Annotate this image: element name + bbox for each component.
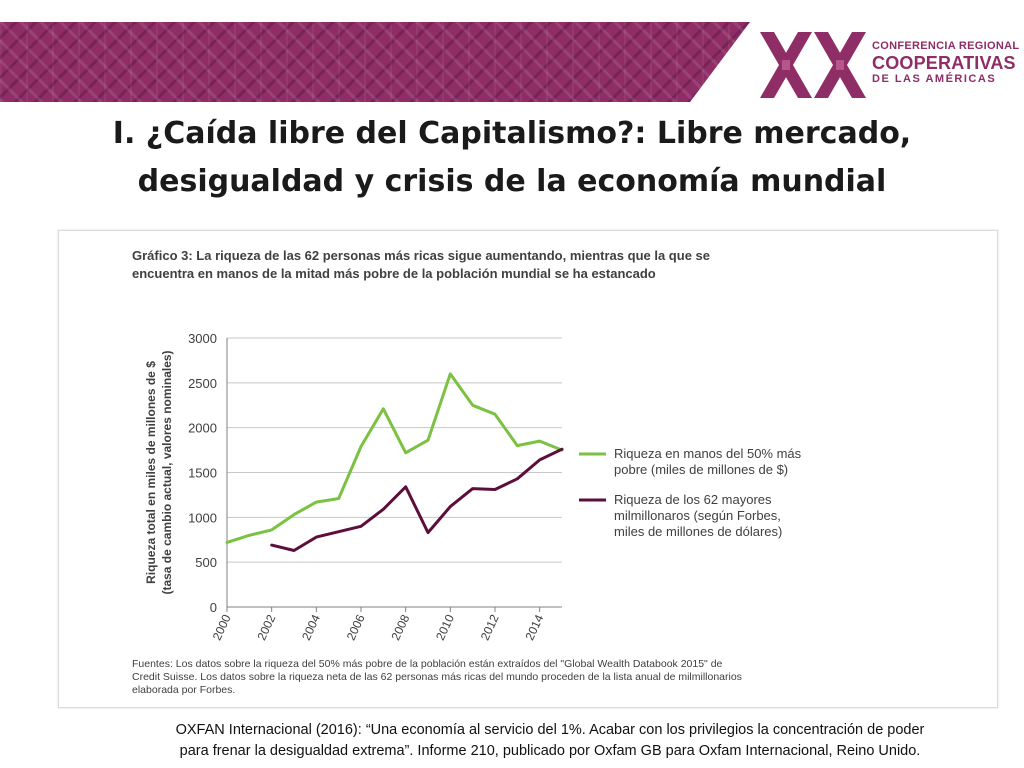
line-chart: 0 500 1000 1500 2000 2500 3000 2000 2002 2004 2006…: [144, 331, 802, 642]
y-tick-label: 3000: [188, 331, 217, 346]
x-tick-label: 2010: [433, 612, 457, 642]
x-tick-label: 2000: [210, 612, 234, 642]
x-tick-label: 2008: [388, 612, 412, 642]
logo-line-3: DE LAS AMÉRICAS: [872, 73, 997, 85]
slide-title: I. ¿Caída libre del Capitalismo?: Libre …: [40, 110, 984, 206]
y-axis-label-line-1: Riqueza total en miles de millones de $: [144, 361, 158, 584]
x-tick-label: 2006: [344, 612, 368, 642]
chart-tick-labels: 0 500 1000 1500 2000 2500 3000 2000 2002 2004 2006…: [188, 331, 546, 642]
x-tick-label: 2012: [478, 612, 502, 642]
citation: OXFAN Internacional (2016): “Una economí…: [100, 720, 1000, 762]
chart-axes: [226, 338, 562, 612]
x-tick-label: 2002: [254, 612, 278, 642]
series-line-richest-62: [270, 447, 564, 552]
citation-line-2: para frenar la desigualdad extrema”. Inf…: [179, 743, 921, 759]
logo-line-1: CONFERENCIA REGIONAL: [872, 40, 1020, 52]
logo-line-2: COOPERATIVAS: [872, 53, 1016, 73]
legend-label: milmillonaros (según Forbes,: [614, 508, 781, 523]
slide-title-line-1: I. ¿Caída libre del Capitalismo?: Libre …: [112, 116, 912, 151]
legend-label: Riqueza de los 62 mayores: [614, 492, 772, 507]
y-tick-label: 1500: [188, 466, 217, 481]
x-tick-label: 2014: [522, 612, 546, 642]
legend-label: miles de millones de dólares): [614, 524, 782, 539]
y-tick-label: 0: [210, 600, 217, 615]
chart-source-note: Fuentes: Los datos sobre la riqueza del …: [132, 658, 742, 696]
slide-title-line-2: desigualdad y crisis de la economía mund…: [137, 164, 887, 199]
chart-title: Gráfico 3: La riqueza de las 62 personas…: [132, 248, 710, 281]
citation-line-1: OXFAN Internacional (2016): “Una economí…: [175, 722, 925, 738]
y-axis-label: Riqueza total en miles de millones de $(…: [144, 350, 174, 594]
chart-series: [225, 372, 564, 552]
xx-logo-mark: [760, 32, 866, 98]
legend-label: Riqueza en manos del 50% más: [614, 446, 802, 461]
legend-label: pobre (miles de millones de $): [614, 462, 788, 477]
logo-text: CONFERENCIA REGIONAL COOPERATIVAS DE LAS…: [872, 40, 1019, 86]
y-tick-label: 2000: [188, 421, 217, 436]
y-axis-label-line-2: (tasa de cambio actual, valores nominale…: [160, 350, 174, 594]
series-line-poorest-50: [225, 372, 564, 544]
chart-gridlines: [227, 337, 562, 563]
y-tick-label: 500: [195, 555, 217, 570]
y-tick-label: 1000: [188, 510, 217, 525]
x-tick-label: 2004: [299, 612, 323, 642]
y-tick-label: 2500: [188, 376, 217, 391]
conference-logo: CONFERENCIA REGIONAL COOPERATIVAS DE LAS…: [760, 32, 1020, 98]
decorative-banner: [0, 22, 750, 102]
chart-figure: Gráfico 3: La riqueza de las 62 personas…: [58, 230, 998, 708]
